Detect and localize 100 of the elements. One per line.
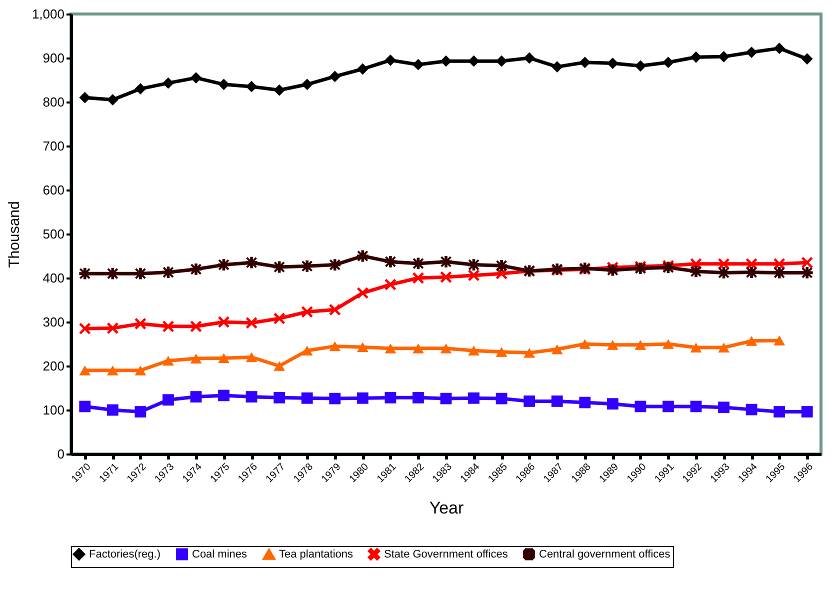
point bbox=[662, 339, 674, 349]
point bbox=[301, 78, 313, 90]
point bbox=[384, 392, 396, 404]
point bbox=[662, 400, 674, 412]
point bbox=[551, 344, 563, 354]
point bbox=[301, 260, 313, 272]
point bbox=[718, 342, 730, 352]
point bbox=[774, 336, 786, 346]
point bbox=[606, 264, 618, 276]
point bbox=[440, 343, 452, 354]
y-tick-label: 100 bbox=[42, 402, 64, 418]
point bbox=[301, 392, 313, 404]
point bbox=[190, 320, 202, 332]
point bbox=[496, 346, 508, 357]
y-axis-title: Thousand bbox=[6, 201, 23, 268]
point bbox=[218, 353, 230, 364]
point bbox=[746, 266, 758, 278]
legend-label: State Government offices bbox=[384, 548, 508, 560]
point bbox=[662, 56, 674, 68]
point bbox=[106, 94, 118, 106]
point bbox=[718, 402, 730, 414]
point bbox=[329, 304, 341, 316]
y-tick-label: 1,000 bbox=[32, 6, 64, 22]
point bbox=[356, 342, 368, 352]
point bbox=[551, 61, 563, 72]
point bbox=[524, 52, 536, 64]
y-tick-label: 0 bbox=[57, 446, 64, 462]
legend-label: Coal mines bbox=[192, 548, 248, 560]
point bbox=[412, 58, 424, 70]
point bbox=[218, 390, 230, 402]
point bbox=[801, 256, 813, 268]
point bbox=[718, 258, 730, 270]
point bbox=[606, 398, 618, 410]
point bbox=[468, 259, 480, 270]
point bbox=[329, 341, 341, 352]
point bbox=[496, 55, 508, 67]
point bbox=[79, 92, 91, 104]
point bbox=[134, 318, 146, 330]
point bbox=[162, 356, 174, 366]
point bbox=[246, 80, 258, 92]
point bbox=[274, 392, 286, 404]
point bbox=[579, 396, 591, 408]
point bbox=[746, 404, 758, 416]
point bbox=[801, 406, 813, 418]
point bbox=[246, 352, 258, 362]
point bbox=[468, 392, 480, 404]
point bbox=[774, 42, 786, 54]
point bbox=[384, 343, 396, 354]
point bbox=[162, 320, 174, 332]
point bbox=[190, 264, 202, 275]
y-tick-label: 800 bbox=[42, 94, 64, 110]
point bbox=[246, 317, 258, 329]
y-tick-label: 500 bbox=[42, 226, 64, 242]
point bbox=[468, 270, 480, 282]
point bbox=[301, 346, 313, 356]
point bbox=[329, 70, 341, 82]
point bbox=[190, 391, 202, 402]
point bbox=[384, 278, 396, 290]
point bbox=[746, 336, 758, 346]
point bbox=[356, 392, 368, 404]
point bbox=[412, 392, 424, 404]
y-tick-label: 600 bbox=[42, 182, 64, 198]
point bbox=[301, 306, 313, 318]
point bbox=[718, 50, 730, 62]
point bbox=[690, 342, 702, 352]
point bbox=[579, 339, 591, 349]
point bbox=[134, 83, 146, 94]
point bbox=[190, 354, 202, 364]
point bbox=[329, 392, 341, 404]
point bbox=[162, 77, 174, 89]
point bbox=[274, 312, 286, 324]
point bbox=[106, 365, 118, 376]
point bbox=[801, 267, 813, 278]
point bbox=[162, 394, 174, 406]
y-tick-label: 300 bbox=[42, 314, 64, 330]
legend-label: Central government offices bbox=[539, 548, 671, 560]
point bbox=[634, 400, 646, 412]
x-axis-title: Year bbox=[429, 498, 464, 518]
point bbox=[551, 396, 563, 407]
point bbox=[79, 365, 91, 376]
point bbox=[162, 266, 174, 278]
point bbox=[606, 58, 618, 69]
y-tick-label: 200 bbox=[42, 358, 64, 374]
point bbox=[468, 55, 480, 67]
point bbox=[440, 271, 452, 283]
point bbox=[218, 259, 230, 270]
point bbox=[134, 406, 146, 418]
point bbox=[412, 258, 424, 270]
point bbox=[356, 287, 368, 299]
point bbox=[412, 272, 424, 284]
point bbox=[246, 256, 258, 268]
point bbox=[384, 54, 396, 66]
point bbox=[79, 268, 91, 280]
point bbox=[774, 406, 786, 418]
legend-label: Factories(reg.) bbox=[89, 548, 161, 560]
point bbox=[79, 322, 91, 334]
point bbox=[468, 346, 480, 356]
point bbox=[246, 391, 258, 402]
point bbox=[412, 343, 424, 354]
point bbox=[606, 340, 618, 350]
